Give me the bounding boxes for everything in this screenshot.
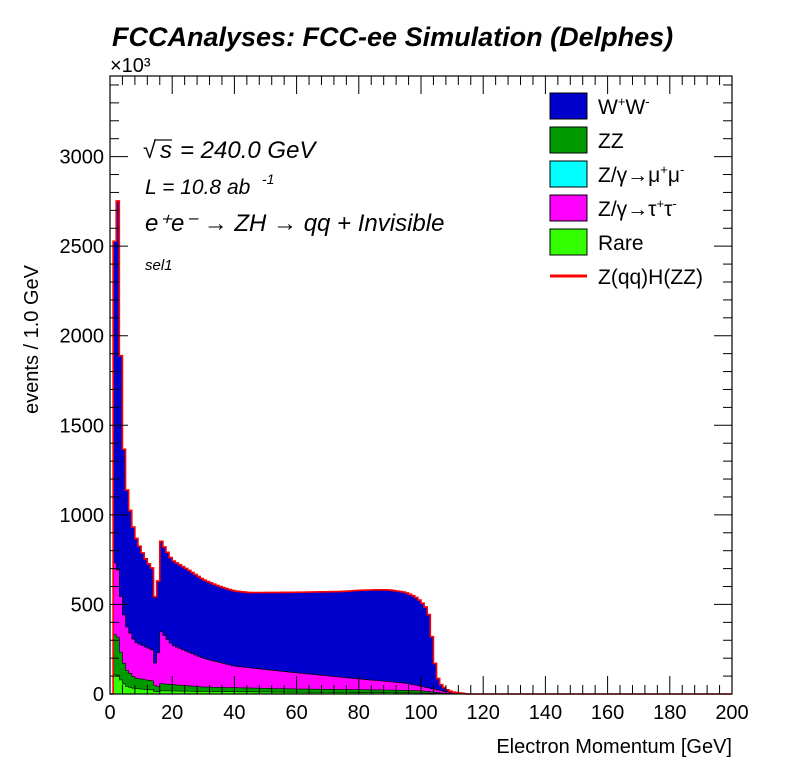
legend-swatch (549, 228, 588, 256)
legend-swatch (549, 126, 588, 154)
sqrt-symbol: √ (143, 137, 157, 164)
x-tick-label: 160 (591, 702, 624, 724)
y-tick-label: 2000 (60, 326, 105, 348)
legend-label: W+W- (598, 94, 650, 119)
y-multiplier: ×10³ (110, 55, 151, 77)
legend: W+W- ZZ Z/γ→μ+μ- Z/γ→τ+τ- Rare Z(qq)H(ZZ) (549, 92, 703, 289)
x-axis-label: Electron Momentum [GeV] (496, 736, 732, 758)
legend-swatch (549, 194, 588, 222)
x-tick-label: 180 (653, 702, 686, 724)
annotation-lumi: L = 10.8 ab -1 (145, 171, 274, 199)
axis-ticks: 0 20 40 60 80 100 120 140 160 180 2000500100015002… (60, 76, 749, 724)
lumi-exponent: -1 (262, 171, 274, 187)
x-tick-label: 0 (104, 702, 115, 724)
chart-title: FCCAnalyses: FCC-ee Simulation (Delphes) (112, 22, 673, 52)
y-tick-label: 2500 (60, 236, 105, 258)
legend-label: Z/γ→μ+μ- (598, 162, 684, 187)
y-axis-label: events / 1.0 GeV (21, 264, 43, 414)
x-tick-label: 80 (348, 702, 370, 724)
x-tick-label: 60 (285, 702, 307, 724)
x-tick-label: 140 (529, 702, 562, 724)
y-tick-label: 1500 (60, 415, 105, 437)
x-tick-label: 40 (223, 702, 245, 724)
x-tick-label: 200 (715, 702, 748, 724)
annotation-sqrt-s: √ s = 240.0 GeV (143, 137, 317, 164)
x-tick-label: 120 (467, 702, 500, 724)
annotation-selection: sel1 (145, 257, 173, 274)
y-tick-label: 0 (93, 684, 104, 706)
y-tick-label: 1000 (60, 505, 105, 527)
y-tick-label: 500 (71, 594, 104, 616)
legend-label: Z/γ→τ+τ- (598, 196, 677, 221)
x-tick-label: 20 (161, 702, 183, 724)
sqrt-s-value: = 240.0 GeV (180, 137, 317, 164)
legend-label: Rare (598, 232, 644, 255)
x-tick-label: 100 (404, 702, 437, 724)
annotation-process: e⁺e⁻ → ZH → qq + Invisible (145, 210, 444, 237)
legend-label: ZZ (598, 130, 624, 153)
lumi-text: L = 10.8 ab (145, 176, 251, 199)
legend-swatch (549, 160, 588, 188)
sqrt-s-letter: s (160, 137, 172, 164)
legend-swatch (549, 92, 588, 120)
y-tick-label: 3000 (60, 147, 105, 169)
legend-label: Z(qq)H(ZZ) (598, 266, 703, 289)
